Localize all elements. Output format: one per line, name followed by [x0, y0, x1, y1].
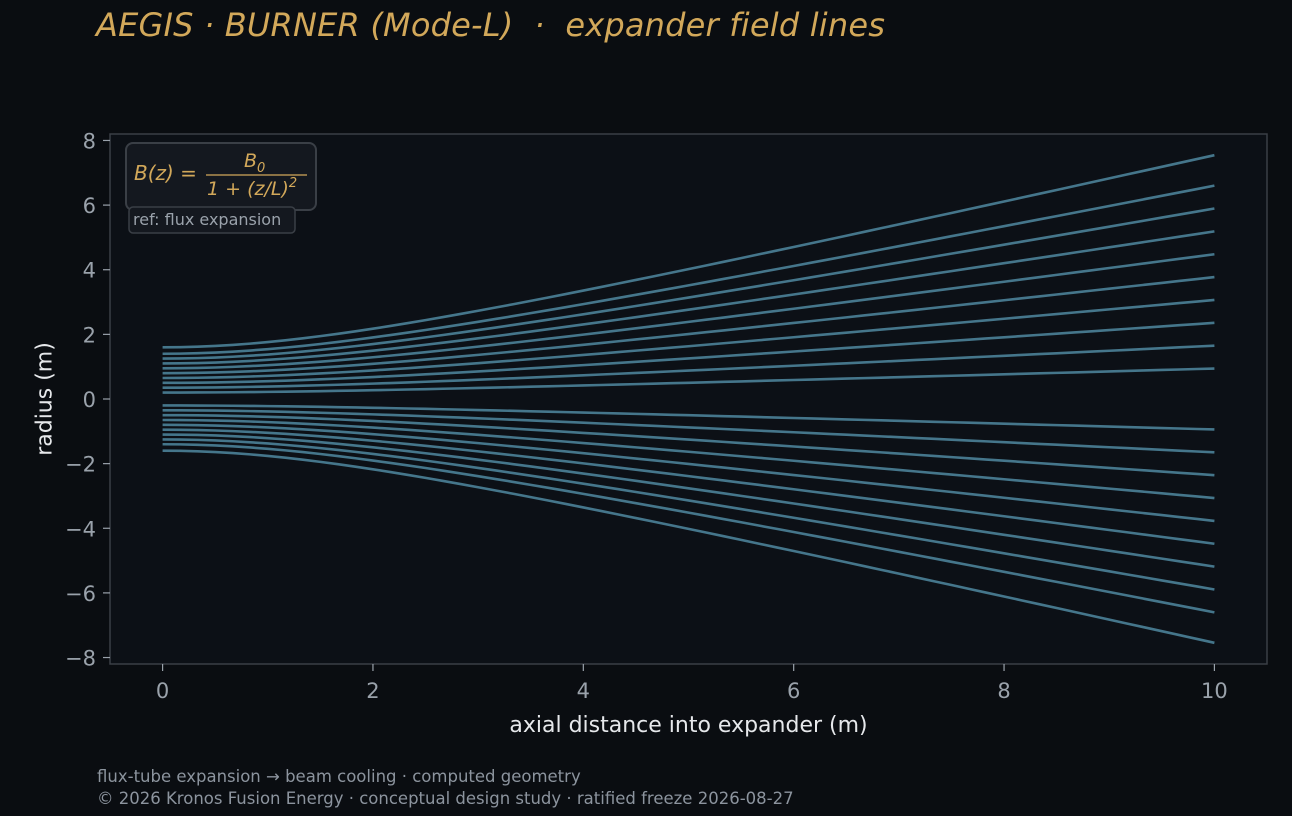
x-tick-label: 0 [156, 679, 169, 703]
y-tick-label: −4 [65, 517, 96, 541]
field-line-15 [162, 423, 1215, 523]
chart-title: AEGIS · BURNER (Mode-L) · expander field… [96, 6, 886, 44]
field-line-9 [162, 184, 1215, 356]
ref-box [128, 206, 296, 234]
x-tick-label: 8 [997, 679, 1010, 703]
field-line-16 [162, 428, 1215, 546]
footer-caption: flux-tube expansion → beam cooling · com… [97, 767, 581, 786]
y-tick-label: −8 [65, 647, 96, 671]
field-line-3 [162, 321, 1215, 385]
y-axis: −8 −6 −4 −2 0 2 4 6 8 [65, 129, 110, 671]
field-line-18 [162, 438, 1215, 591]
formula-numerator: B0 [244, 150, 265, 176]
x-axis: 0 2 4 6 8 10 [156, 664, 1228, 703]
formula-denominator: 1 + (z/L)2 [207, 176, 297, 200]
field-line-7 [162, 230, 1215, 365]
y-tick-label: 0 [83, 388, 96, 412]
field-lines [162, 153, 1215, 645]
x-tick-label: 2 [366, 679, 379, 703]
field-line-11 [162, 404, 1215, 431]
footer-copyright: © 2026 Kronos Fusion Energy · conceptual… [97, 789, 794, 808]
field-line-14 [162, 418, 1215, 500]
field-line-17 [162, 433, 1215, 568]
field-line-13 [162, 413, 1215, 477]
field-line-19 [162, 442, 1215, 614]
field-line-12 [162, 409, 1215, 454]
formula-annotation: B(z) = B0 1 + (z/L)2 ref: flux expansion [125, 142, 317, 234]
x-tick-label: 4 [577, 679, 590, 703]
field-line-8 [162, 207, 1215, 360]
plot-area [109, 133, 1268, 665]
x-tick-label: 6 [787, 679, 800, 703]
y-tick-label: 6 [83, 194, 96, 218]
y-tick-label: 4 [83, 259, 96, 283]
y-tick-label: −6 [65, 582, 96, 606]
field-line-1 [162, 367, 1215, 394]
formula-lhs: B(z) = [134, 161, 197, 185]
y-axis-label: radius (m) [33, 342, 58, 456]
y-tick-label: 8 [83, 129, 96, 153]
field-line-4 [162, 298, 1215, 380]
field-line-20 [162, 449, 1215, 645]
x-tick-label: 10 [1201, 679, 1228, 703]
field-line-5 [162, 275, 1215, 375]
ref-label: ref: flux expansion [133, 210, 281, 229]
field-line-2 [162, 344, 1215, 389]
y-tick-label: −2 [65, 453, 96, 477]
y-tick-label: 2 [83, 323, 96, 347]
field-line-10 [162, 153, 1215, 349]
x-axis-label: axial distance into expander (m) [509, 713, 867, 738]
field-line-6 [162, 252, 1215, 370]
